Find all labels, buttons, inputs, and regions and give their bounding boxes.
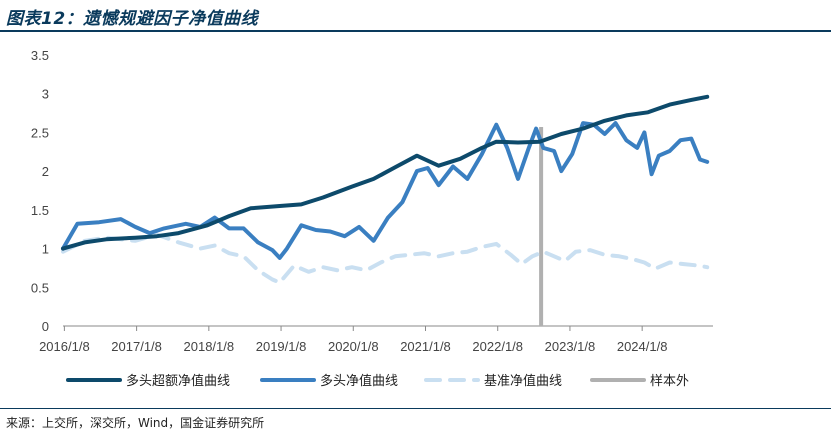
source-rule	[0, 408, 831, 409]
legend-label-4: 样本外	[650, 374, 689, 389]
y-tick-label: 2	[42, 164, 49, 179]
series-layer	[61, 94, 710, 285]
y-tick-label: 0.5	[31, 280, 49, 295]
y-tick-label: 3	[42, 87, 49, 102]
y-tick-label: 0	[42, 319, 49, 334]
series-line-3	[61, 232, 710, 285]
legend-label-1: 多头超额净值曲线	[126, 373, 230, 389]
series-line-1	[61, 94, 710, 251]
figure-title: 图表12：遗憾规避因子净值曲线	[6, 9, 259, 29]
x-tick-label: 2020/1/8	[328, 339, 379, 354]
x-tick-label: 2021/1/8	[400, 339, 451, 354]
x-tick-label: 2019/1/8	[256, 339, 307, 354]
x-tick-label: 2017/1/8	[111, 339, 162, 354]
x-tick-label: 2022/1/8	[472, 339, 523, 354]
title-rule	[0, 30, 831, 32]
y-tick-label: 2.5	[31, 125, 49, 140]
legend-label-3: 基准净值曲线	[484, 373, 562, 389]
y-tick-label: 1	[42, 242, 49, 257]
legend-label-2: 多头净值曲线	[320, 373, 398, 389]
series-line-2	[61, 121, 710, 260]
axis-layer: 0 0.5 1 1.5 2 2.5 3 3.5 2016/1/8 2017/1/8 2018/1/8…	[31, 48, 713, 354]
y-tick-label: 3.5	[31, 48, 49, 63]
x-tick-label: 2016/1/8	[39, 339, 90, 354]
source-note: 来源：上交所，深交所，Wind，国金证券研究所	[6, 416, 265, 430]
legend: 多头超额净值曲线 多头净值曲线 基准净值曲线 样本外	[66, 373, 689, 389]
x-tick-label: 2024/1/8	[617, 339, 668, 354]
x-tick-label: 2018/1/8	[184, 339, 235, 354]
x-tick-label: 2023/1/8	[545, 339, 596, 354]
y-tick-label: 1.5	[31, 203, 49, 218]
